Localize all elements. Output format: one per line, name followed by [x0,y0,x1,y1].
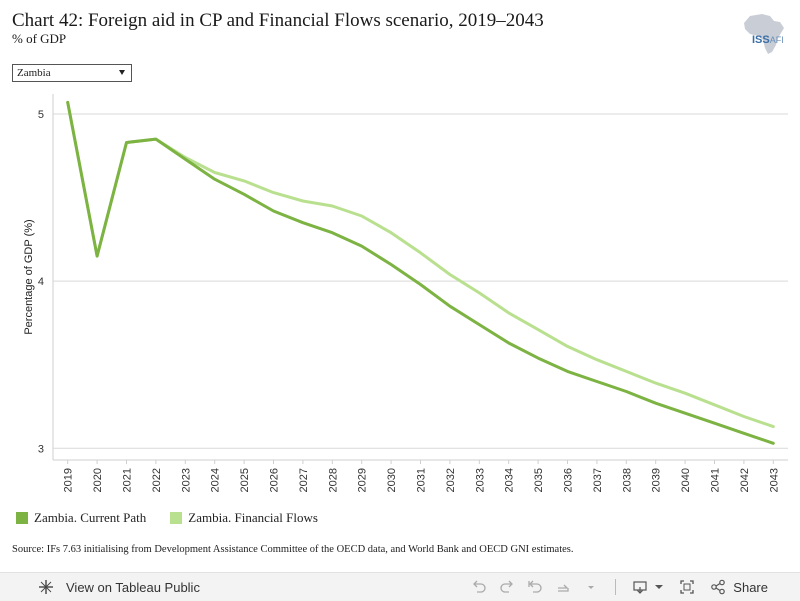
legend-swatch-financial-flows [170,512,183,524]
x-tick-label: 2038 [621,468,633,492]
x-tick-label: 2027 [298,468,310,492]
x-tick-label: 2022 [151,468,163,492]
share-label: Share [733,579,768,595]
x-tick-label: 2042 [739,468,751,492]
country-dropdown[interactable]: Zambia [12,64,132,82]
x-tick-label: 2020 [92,468,104,492]
chevron-down-icon [119,70,125,75]
x-tick-label: 2025 [239,468,251,492]
toolbar-actions: Share [465,573,800,601]
x-tick-label: 2029 [357,468,369,492]
legend-label-financial-flows: Zambia. Financial Flows [188,510,318,525]
y-axis-label: Percentage of GDP (%) [23,219,35,334]
toolbar-divider [615,579,617,595]
x-tick-label: 2028 [327,468,339,492]
legend: Zambia. Current Path Zambia. Financial F… [16,510,318,526]
refresh-icon[interactable] [554,578,572,596]
undo-icon[interactable] [470,578,488,596]
legend-item-financial-flows[interactable]: Zambia. Financial Flows [170,510,318,526]
revert-icon[interactable] [526,578,544,596]
chevron-down-icon[interactable] [582,578,600,596]
tableau-icon [37,578,55,596]
x-tick-label: 2035 [533,468,545,492]
x-tick-label: 2032 [445,468,457,492]
x-tick-label: 2037 [592,468,604,492]
fullscreen-icon[interactable] [678,578,696,596]
x-tick-label: 2034 [504,468,516,492]
tableau-toolbar: View on Tableau Public [0,572,800,601]
legend-label-current-path: Zambia. Current Path [34,510,147,525]
chevron-down-icon[interactable] [650,578,668,596]
download-icon[interactable] [631,578,649,596]
y-tick-label: 3 [38,443,44,455]
x-tick-label: 2023 [180,468,192,492]
series-line-zambia-current-path [66,100,775,445]
view-on-tableau-link[interactable]: View on Tableau Public [32,578,200,596]
iss-afi-logo-text: ISSAFI [752,34,784,46]
y-tick-label: 5 [38,109,44,121]
view-on-tableau-label: View on Tableau Public [66,579,200,595]
x-tick-label: 2036 [563,468,575,492]
legend-swatch-current-path [16,512,28,524]
x-tick-label: 2019 [63,468,75,492]
x-tick-label: 2031 [416,468,428,492]
y-tick-label: 4 [38,276,44,288]
share-button[interactable]: Share [709,578,768,596]
x-tick-label: 2041 [710,468,722,492]
line-chart: 3 4 5 Percentage of GDP (%) 2019 2020 2021 2022… [23,94,788,492]
share-icon [709,578,727,596]
redo-icon[interactable] [498,578,516,596]
chart-subtitle: % of GDP [12,31,67,46]
country-dropdown-value: Zambia [17,67,51,79]
chart-title: Chart 42: Foreign aid in CP and Financia… [12,10,544,31]
legend-item-current-path[interactable]: Zambia. Current Path [16,510,146,526]
x-tick-label: 2024 [210,468,222,492]
source-note: Source: IFs 7.63 initialising from Devel… [12,544,574,555]
africa-map-logo [744,14,784,54]
x-tick-label: 2033 [474,468,486,492]
x-tick-label: 2043 [768,468,780,492]
x-tick-label: 2030 [386,468,398,492]
x-tick-label: 2021 [122,468,134,492]
x-tick-label: 2026 [269,468,281,492]
x-tick-label: 2039 [651,468,663,492]
x-tick-label: 2040 [680,468,692,492]
